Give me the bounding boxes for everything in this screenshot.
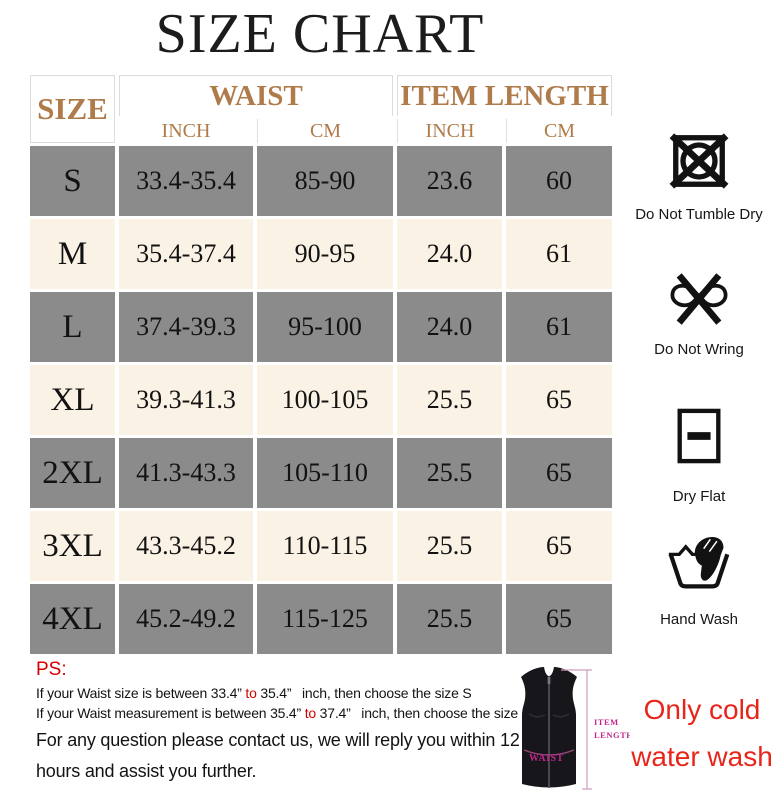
table-row: M 35.4-37.4 90-95 24.0 61 (30, 219, 612, 289)
waist-cm-cell: 90-95 (257, 219, 393, 289)
length-inch-cell: 24.0 (397, 219, 502, 289)
table-header-row-units: INCH CM INCH CM (30, 119, 612, 143)
column-header-length-inch: INCH (397, 119, 502, 143)
do-not-wring-icon (670, 273, 728, 325)
dry-flat-icon (677, 408, 721, 464)
product-vest-illustration: WAIST ITEM LENGTH (505, 658, 633, 798)
ps-line-2: If your Waist measurement is between 35.… (36, 705, 533, 721)
waist-cm-cell: 110-115 (257, 511, 393, 581)
ps-line-1-to: to (245, 685, 257, 701)
care-item-wring: Do Not Wring (654, 271, 744, 358)
length-inch-cell: 24.0 (397, 292, 502, 362)
table-row: L 37.4-39.3 95-100 24.0 61 (30, 292, 612, 362)
vest-item-length-label-1: ITEM (594, 717, 619, 727)
size-cell: L (30, 292, 115, 362)
ps-line-2-pre: If your Waist measurement is between 35.… (36, 705, 301, 721)
item-length-measure-line (561, 669, 592, 790)
size-cell: S (30, 146, 115, 216)
care-item-tumble-dry: Do Not Tumble Dry (635, 130, 763, 223)
length-cm-cell: 65 (506, 438, 612, 508)
page-title: SIZE CHART (155, 3, 485, 65)
waist-inch-cell: 33.4-35.4 (119, 146, 253, 216)
table-header-row-groups: SIZE WAIST ITEM LENGTH (30, 75, 612, 143)
ps-line-2-to: to (304, 705, 316, 721)
length-inch-cell: 25.5 (397, 511, 502, 581)
ps-line-1-pre: If your Waist size is between 33.4” (36, 685, 242, 701)
length-cm-cell: 65 (506, 365, 612, 435)
length-inch-cell: 23.6 (397, 146, 502, 216)
vest-zipper-pull (547, 677, 551, 684)
waist-cm-cell: 100-105 (257, 365, 393, 435)
ps-heading: PS: (36, 659, 67, 680)
vest-icon: WAIST ITEM LENGTH (521, 667, 633, 790)
waist-cm-cell: 105-110 (257, 438, 393, 508)
vest-waist-label: WAIST (529, 753, 564, 764)
table-row: 4XL 45.2-49.2 115-125 25.5 65 (30, 584, 612, 654)
cold-wash-note-line-1: Only cold (643, 694, 761, 725)
waist-cm-cell: 85-90 (257, 146, 393, 216)
ps-line-1: If your Waist size is between 33.4” to 3… (36, 685, 520, 701)
size-cell: M (30, 219, 115, 289)
column-header-item-length: ITEM LENGTH (397, 75, 612, 116)
waist-inch-cell: 45.2-49.2 (119, 584, 253, 654)
table-row: S 33.4-35.4 85-90 23.6 60 (30, 146, 612, 216)
care-instructions: Do Not Tumble Dry Do Not Wring Dry Flat (624, 124, 773, 628)
waist-inch-cell: 37.4-39.3 (119, 292, 253, 362)
length-cm-cell: 61 (506, 219, 612, 289)
size-cell: XL (30, 365, 115, 435)
column-header-waist: WAIST (119, 75, 393, 116)
length-inch-cell: 25.5 (397, 438, 502, 508)
length-cm-cell: 65 (506, 511, 612, 581)
do-not-tumble-dry-icon (669, 133, 729, 189)
column-header-waist-inch: INCH (119, 119, 253, 143)
size-cell: 2XL (30, 438, 115, 508)
vest-pocket-seams (528, 713, 570, 718)
length-cm-cell: 60 (506, 146, 612, 216)
waist-cm-cell: 95-100 (257, 292, 393, 362)
waist-inch-cell: 41.3-43.3 (119, 438, 253, 508)
length-inch-cell: 25.5 (397, 365, 502, 435)
ps-line-2-post: inch, then choose the size M (361, 705, 534, 721)
cold-wash-note: Only cold water wash (628, 686, 773, 780)
ps-line-2-val: 37.4” (319, 705, 351, 721)
waist-inch-cell: 43.3-45.2 (119, 511, 253, 581)
size-table: SIZE WAIST ITEM LENGTH INCH CM INCH CM S… (26, 72, 616, 657)
care-label: Dry Flat (672, 488, 726, 505)
contact-note-line-2: hours and assist you further. (36, 760, 257, 781)
length-cm-cell: 61 (506, 292, 612, 362)
care-item-hand-wash: Hand Wash (660, 529, 738, 628)
cold-wash-note-line-2: water wash (631, 741, 773, 772)
vest-item-length-label-2: LENGTH (594, 730, 630, 740)
waist-cm-cell: 115-125 (257, 584, 393, 654)
size-cell: 3XL (30, 511, 115, 581)
column-header-size: SIZE (30, 75, 115, 143)
table-row: 2XL 41.3-43.3 105-110 25.5 65 (30, 438, 612, 508)
hand-wash-icon (668, 536, 730, 589)
size-cell: 4XL (30, 584, 115, 654)
care-item-dry-flat: Dry Flat (671, 406, 727, 505)
contact-note-line-1: For any question please contact us, we w… (36, 730, 520, 750)
ps-note: PS: If your Waist size is between 33.4” … (36, 659, 533, 786)
waist-inch-cell: 39.3-41.3 (119, 365, 253, 435)
ps-line-1-val: 35.4” (260, 685, 292, 701)
length-cm-cell: 65 (506, 584, 612, 654)
care-label: Do Not Tumble Dry (635, 206, 763, 223)
ps-line-1-post: inch, then choose the size S (302, 685, 472, 701)
waist-measure-line (523, 749, 575, 756)
column-header-length-cm: CM (506, 119, 612, 143)
length-inch-cell: 25.5 (397, 584, 502, 654)
care-label: Hand Wash (660, 611, 738, 628)
care-label: Do Not Wring (654, 341, 744, 358)
column-header-waist-cm: CM (257, 119, 393, 143)
table-row: 3XL 43.3-45.2 110-115 25.5 65 (30, 511, 612, 581)
table-row: XL 39.3-41.3 100-105 25.5 65 (30, 365, 612, 435)
waist-inch-cell: 35.4-37.4 (119, 219, 253, 289)
